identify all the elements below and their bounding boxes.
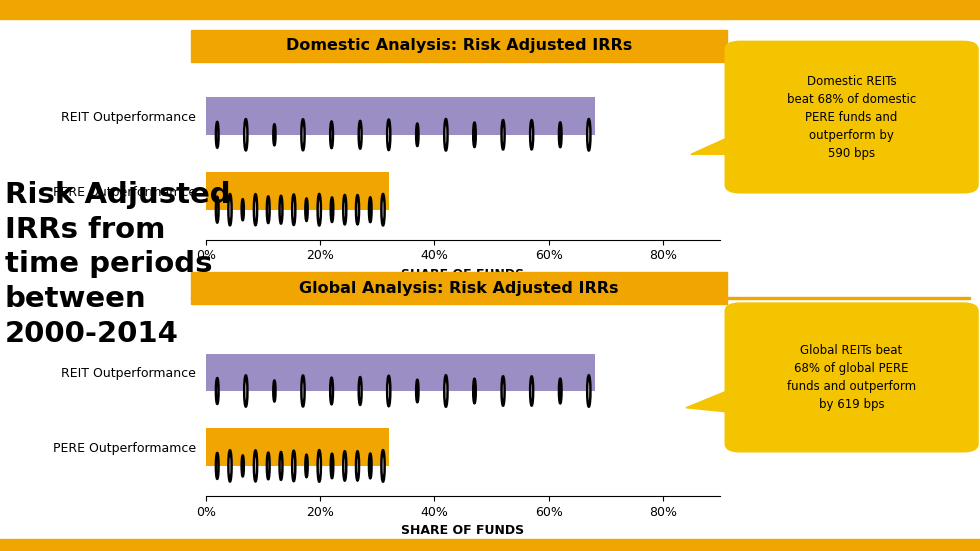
Ellipse shape [444, 375, 448, 407]
Ellipse shape [254, 195, 257, 225]
Ellipse shape [356, 451, 359, 480]
X-axis label: SHARE OF FUNDS: SHARE OF FUNDS [402, 524, 524, 537]
Text: Global REITs beat
68% of global PERE
funds and outperform
by 619 bps: Global REITs beat 68% of global PERE fun… [787, 344, 916, 411]
Bar [0, 0, 980, 19]
Ellipse shape [273, 125, 275, 145]
Text: Domestic Analysis: Risk Adjusted IRRs: Domestic Analysis: Risk Adjusted IRRs [285, 38, 632, 53]
Ellipse shape [292, 195, 295, 225]
Ellipse shape [530, 376, 533, 406]
Ellipse shape [216, 453, 219, 479]
Bar [206, 172, 389, 210]
Polygon shape [691, 132, 740, 154]
Ellipse shape [502, 120, 505, 149]
Ellipse shape [416, 123, 418, 146]
Ellipse shape [306, 455, 308, 477]
Bar [206, 354, 595, 391]
Ellipse shape [387, 120, 390, 150]
Text: Domestic REITs
beat 68% of domestic
PERE funds and
outperform by
590 bps: Domestic REITs beat 68% of domestic PERE… [787, 75, 916, 160]
Ellipse shape [302, 376, 305, 407]
Ellipse shape [381, 450, 384, 482]
Ellipse shape [387, 376, 390, 406]
X-axis label: SHARE OF FUNDS: SHARE OF FUNDS [402, 268, 524, 281]
Bar [191, 297, 970, 299]
Text: Global Analysis: Risk Adjusted IRRs: Global Analysis: Risk Adjusted IRRs [299, 280, 618, 296]
Ellipse shape [302, 120, 305, 150]
Ellipse shape [244, 375, 247, 407]
Ellipse shape [359, 121, 362, 149]
Ellipse shape [343, 195, 346, 224]
Ellipse shape [279, 452, 282, 480]
Bar [0, 539, 980, 551]
Ellipse shape [502, 376, 505, 406]
Ellipse shape [369, 197, 371, 222]
Ellipse shape [273, 381, 275, 402]
Ellipse shape [587, 375, 590, 407]
Ellipse shape [330, 122, 333, 148]
Ellipse shape [343, 451, 346, 480]
Ellipse shape [254, 451, 257, 482]
Ellipse shape [216, 197, 219, 223]
Ellipse shape [279, 196, 282, 224]
Ellipse shape [381, 194, 384, 225]
Ellipse shape [330, 378, 333, 404]
Polygon shape [686, 386, 740, 413]
Ellipse shape [228, 194, 231, 225]
Ellipse shape [267, 197, 270, 223]
FancyBboxPatch shape [725, 41, 978, 193]
Ellipse shape [216, 378, 219, 404]
Ellipse shape [242, 456, 244, 477]
Ellipse shape [359, 377, 362, 405]
Text: Risk Adjusted
IRRs from
time periods
between
2000-2014: Risk Adjusted IRRs from time periods bet… [5, 181, 230, 348]
Bar [191, 30, 727, 62]
Ellipse shape [267, 453, 270, 479]
Ellipse shape [330, 197, 333, 222]
Ellipse shape [444, 119, 448, 150]
Ellipse shape [228, 450, 231, 482]
Ellipse shape [587, 119, 590, 150]
Ellipse shape [356, 195, 359, 224]
Ellipse shape [244, 119, 247, 150]
Ellipse shape [318, 194, 320, 225]
Ellipse shape [242, 199, 244, 220]
Ellipse shape [559, 122, 562, 147]
FancyBboxPatch shape [725, 303, 978, 452]
Ellipse shape [416, 380, 418, 402]
Ellipse shape [330, 453, 333, 478]
Ellipse shape [216, 122, 219, 148]
Ellipse shape [559, 379, 562, 403]
Ellipse shape [369, 453, 371, 478]
Bar [206, 429, 389, 466]
Ellipse shape [473, 122, 475, 147]
Bar [206, 98, 595, 135]
Ellipse shape [318, 450, 320, 482]
Bar [191, 272, 727, 304]
Ellipse shape [306, 198, 308, 221]
Ellipse shape [473, 379, 475, 403]
Ellipse shape [530, 120, 533, 149]
Ellipse shape [292, 451, 295, 481]
